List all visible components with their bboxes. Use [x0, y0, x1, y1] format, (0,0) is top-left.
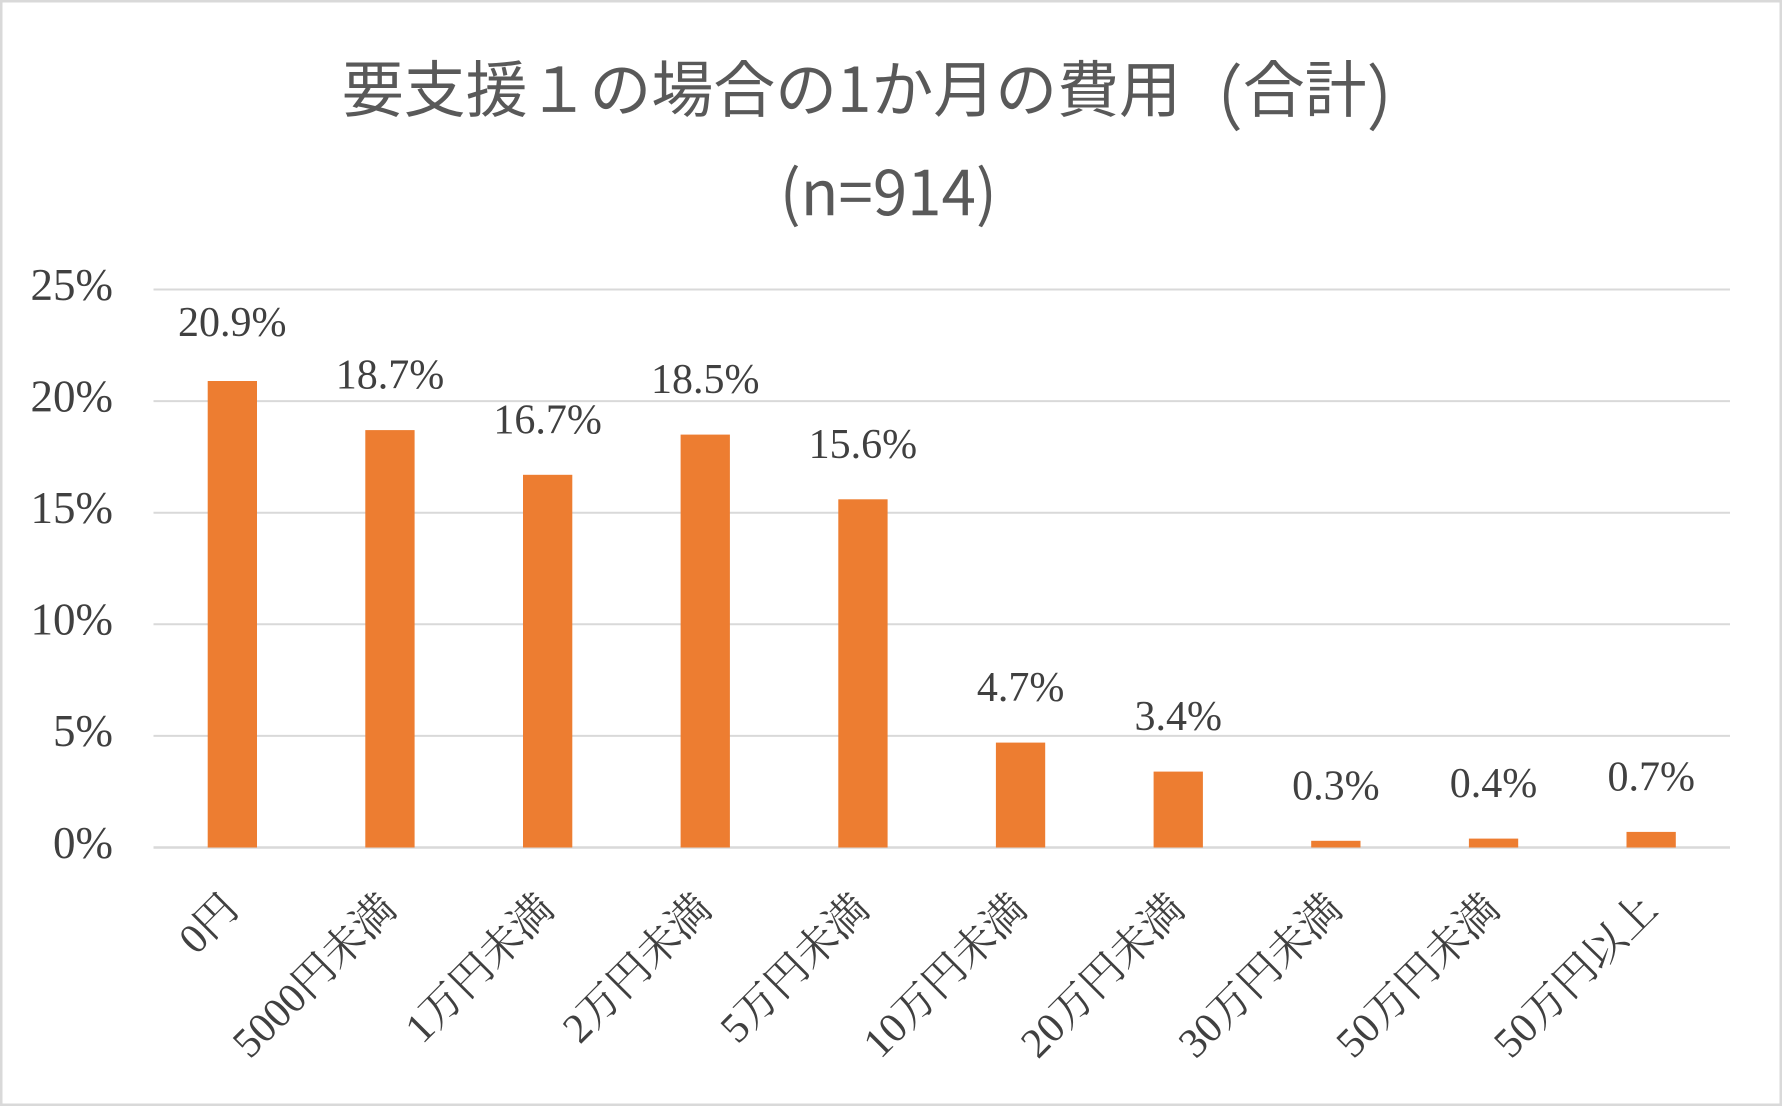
svg-text:20%: 20%: [31, 371, 114, 421]
svg-text:0.3%: 0.3%: [1292, 763, 1380, 809]
svg-text:15%: 15%: [31, 483, 114, 533]
svg-text:5%: 5%: [53, 706, 113, 756]
svg-text:15.6%: 15.6%: [809, 422, 918, 468]
svg-text:25%: 25%: [31, 260, 114, 310]
svg-text:20.9%: 20.9%: [178, 300, 287, 346]
svg-text:10%: 10%: [31, 595, 114, 645]
svg-text:3.4%: 3.4%: [1134, 694, 1222, 740]
svg-text:16.7%: 16.7%: [493, 397, 602, 443]
svg-text:0.4%: 0.4%: [1450, 761, 1538, 807]
svg-text:4.7%: 4.7%: [977, 665, 1065, 711]
svg-text:0%: 0%: [53, 818, 113, 868]
svg-text:18.7%: 18.7%: [336, 353, 445, 399]
svg-text:0.7%: 0.7%: [1607, 755, 1695, 801]
svg-text:18.5%: 18.5%: [651, 357, 760, 403]
